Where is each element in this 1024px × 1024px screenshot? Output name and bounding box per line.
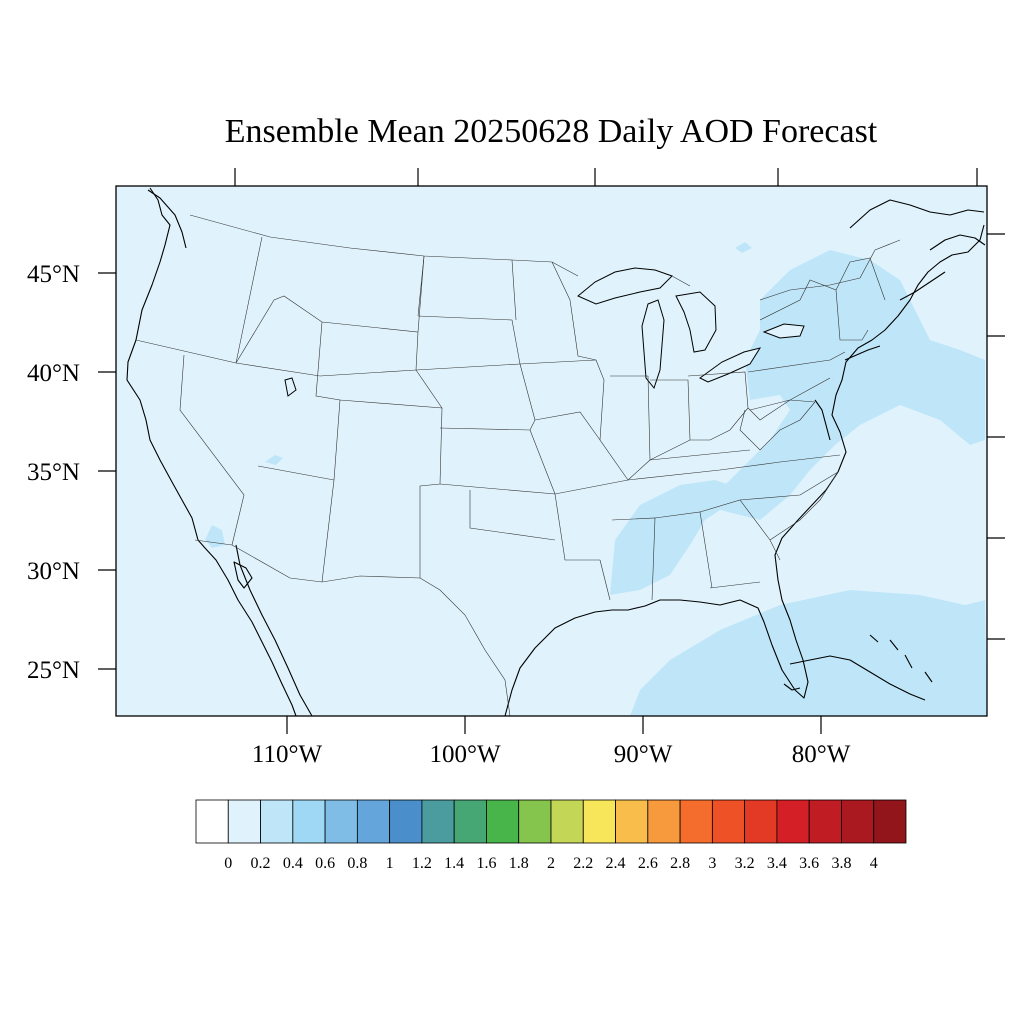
state-lines-south <box>554 449 841 601</box>
lon-label: 90°W <box>614 741 673 768</box>
colorbar-box <box>453 799 487 844</box>
colorbar-label: 1.6 <box>476 855 496 872</box>
colorbar-box <box>324 799 358 844</box>
colorbar-label: 3.4 <box>767 855 787 872</box>
map-panel: 110°W 100°W 90°W 80°W 45°N 40°N 35°N 30°… <box>27 168 1005 768</box>
state-boundaries <box>135 214 901 717</box>
state-lines-midwest <box>534 261 749 481</box>
colorbar-label: 2.2 <box>573 855 593 872</box>
colorbar-box <box>808 799 842 844</box>
figure-title: Ensemble Mean 20250628 Daily AOD Forecas… <box>225 113 878 150</box>
coastline-nova-scotia <box>899 271 946 301</box>
coastline-newfoundland <box>929 234 986 251</box>
coastline-long-island <box>844 345 881 361</box>
colorbar-box <box>356 799 391 844</box>
colorbar-label: 0.4 <box>283 855 303 872</box>
colorbar-box <box>518 799 552 844</box>
colorbar-label: 1.8 <box>509 855 529 872</box>
colorbar-label: 0.6 <box>315 855 335 872</box>
latitude-labels: 45°N 40°N 35°N 30°N 25°N <box>27 261 80 684</box>
colorbar-label: 4 <box>870 855 878 872</box>
lon-label: 100°W <box>429 741 500 768</box>
colorbar: 0 0.2 0.4 0.6 0.8 1 1.2 1.4 1.6 1.8 2 2.2 2.4 2.6 2.8 3… <box>195 799 907 872</box>
coastline-bahamas <box>869 634 933 683</box>
colorbar-label: 3.8 <box>831 855 851 872</box>
coastline-baja-east <box>235 544 313 717</box>
lat-label: 35°N <box>27 459 80 486</box>
colorbar-label: 2 <box>547 855 555 872</box>
lon-label: 80°W <box>792 741 851 768</box>
coastline-cuba <box>789 655 926 701</box>
state-lines-east <box>739 257 886 541</box>
colorbar-box <box>744 799 778 844</box>
axis-ticks <box>98 168 1005 734</box>
colorbar-box <box>195 799 229 844</box>
colorbar-label: 3.2 <box>735 855 755 872</box>
longitude-labels: 110°W 100°W 90°W 80°W <box>252 741 851 768</box>
colorbar-box <box>647 799 681 844</box>
lon-label: 110°W <box>252 741 323 768</box>
haze-utah <box>265 455 283 465</box>
colorbar-box <box>582 799 616 844</box>
colorbar-label: 1.2 <box>412 855 432 872</box>
colorbar-box <box>486 799 520 844</box>
map-frame <box>115 185 988 717</box>
coastline-vancouver <box>147 189 187 249</box>
colorbar-label: 0.2 <box>251 855 271 872</box>
lat-label: 30°N <box>27 558 80 585</box>
colorbar-box <box>679 799 713 844</box>
coastline-florida-keys <box>783 683 801 691</box>
coastline-gulf-st-lawrence <box>849 199 985 229</box>
colorbar-label: 0.8 <box>347 855 367 872</box>
colorbar-box <box>615 799 649 844</box>
haze-northeast <box>705 250 985 520</box>
colorbar-box <box>292 799 326 844</box>
lat-label: 25°N <box>27 657 80 684</box>
colorbar-labels: 0 0.2 0.4 0.6 0.8 1 1.2 1.4 1.6 1.8 2 2.2 2.4 2.6 2.8 3… <box>224 855 877 872</box>
colorbar-boxes <box>195 799 907 844</box>
lake-ontario <box>762 323 805 339</box>
colorbar-label: 2.6 <box>638 855 658 872</box>
colorbar-label: 2.8 <box>670 855 690 872</box>
colorbar-box <box>873 799 907 844</box>
colorbar-box <box>227 799 261 844</box>
colorbar-label: 0 <box>224 855 232 872</box>
lake-michigan <box>641 299 665 390</box>
colorbar-label: 2.4 <box>606 855 626 872</box>
colorbar-label: 1.4 <box>444 855 464 872</box>
lake-erie <box>699 347 762 383</box>
great-salt-lake <box>284 377 297 397</box>
colorbar-label: 3.6 <box>799 855 819 872</box>
colorbar-label: 1 <box>386 855 394 872</box>
colorbar-box <box>776 799 810 844</box>
coastlines <box>126 187 986 717</box>
colorbar-box <box>260 799 294 844</box>
coastline-chesapeake <box>814 399 831 441</box>
coastline-pacific <box>126 187 297 717</box>
colorbar-label: 3 <box>708 855 716 872</box>
lake-huron <box>675 291 717 353</box>
great-lakes <box>284 267 805 397</box>
colorbar-box <box>421 799 455 844</box>
colorbar-box <box>841 799 875 844</box>
haze-gulf <box>630 590 987 716</box>
coastline-mexico-west <box>233 561 253 589</box>
coastline-gulf <box>504 224 985 717</box>
colorbar-box <box>389 799 423 844</box>
colorbar-box <box>550 799 584 844</box>
lat-label: 40°N <box>27 360 80 387</box>
lat-label: 45°N <box>27 261 80 288</box>
haze-canada <box>735 242 752 253</box>
colorbar-box <box>711 799 746 844</box>
